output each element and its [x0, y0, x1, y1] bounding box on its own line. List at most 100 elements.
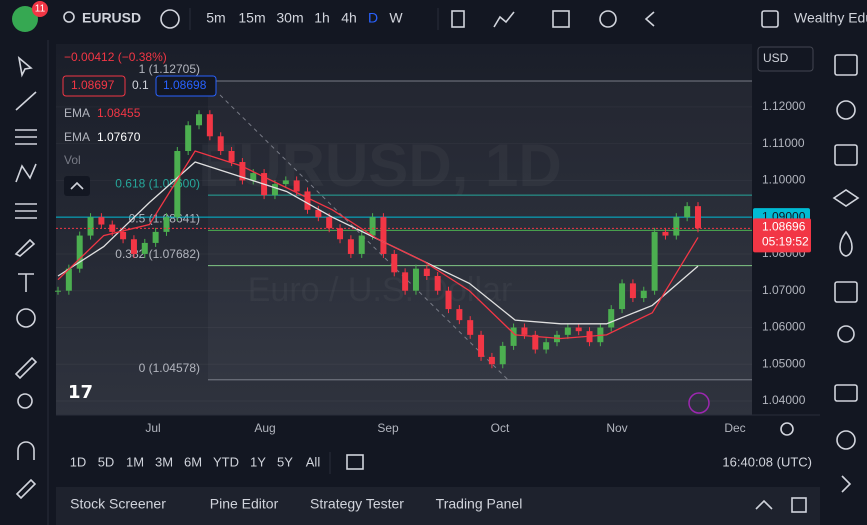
badge	[32, 1, 48, 17]
timeframe[interactable]: W	[389, 10, 403, 26]
range-button[interactable]: 3M	[155, 454, 173, 469]
watchlist[interactable]	[834, 54, 858, 76]
range-button[interactable]: 1M	[126, 454, 144, 469]
ask[interactable]: 1.08698	[163, 78, 207, 92]
candle	[55, 290, 61, 292]
price-tick-label: 1.12000	[762, 99, 806, 113]
emoji-tool[interactable]	[16, 308, 36, 328]
currency[interactable]: USD	[763, 51, 789, 65]
watermark-symbol: EURUSD, 1D	[198, 132, 561, 199]
month-label: Dec	[724, 421, 745, 435]
hotlist[interactable]	[839, 230, 853, 257]
candle	[673, 217, 680, 236]
buy-box[interactable]	[155, 75, 217, 97]
candle	[619, 283, 626, 310]
magnet-tool[interactable]	[17, 441, 35, 460]
expand[interactable]	[841, 475, 852, 493]
bottom-tab[interactable]: Pine Editor	[210, 496, 279, 512]
ruler-tool[interactable]	[14, 356, 38, 380]
alerts[interactable]	[836, 100, 856, 120]
timeframe[interactable]: D	[368, 10, 378, 26]
timeframe[interactable]: 5m	[206, 10, 225, 26]
brush-tool[interactable]	[14, 238, 36, 257]
account[interactable]: Wealthy Edu	[794, 10, 867, 26]
currency-box[interactable]	[757, 46, 814, 72]
range-button[interactable]: All	[306, 454, 321, 469]
month-label: Aug	[254, 421, 275, 435]
range-button[interactable]: 1Y	[250, 454, 266, 469]
add-symbol[interactable]	[160, 9, 180, 29]
timeframe[interactable]: 1h	[314, 10, 330, 26]
badge-count: 11	[35, 4, 46, 15]
fib-tool[interactable]	[15, 129, 37, 145]
sell-box[interactable]	[62, 75, 126, 97]
pattern-tool[interactable]	[15, 163, 37, 183]
logo[interactable]	[12, 6, 38, 32]
range-button[interactable]: 5D	[98, 454, 115, 469]
vol-label: Vol	[64, 153, 81, 167]
candle	[488, 356, 495, 365]
price-tick-label: 1.07000	[762, 283, 806, 297]
layout-toggle[interactable]	[761, 10, 779, 28]
fib-label: 1 (1.12705)	[139, 62, 200, 76]
maximize[interactable]	[791, 497, 807, 513]
candle	[499, 345, 506, 365]
candle-type[interactable]	[451, 10, 465, 28]
alert[interactable]	[599, 10, 617, 28]
help[interactable]	[836, 430, 856, 450]
ema-label: EMA	[64, 130, 90, 144]
forecast-tool[interactable]	[15, 203, 37, 219]
change: −0.00412 (−0.38%)	[64, 50, 167, 64]
candle	[651, 231, 658, 291]
clock: 16:40:08 (UTC)	[722, 454, 812, 469]
range-button[interactable]: 6M	[184, 454, 202, 469]
candle	[423, 268, 430, 277]
candle	[185, 125, 192, 151]
timeframe[interactable]: 15m	[238, 10, 265, 26]
range-button[interactable]: 1D	[70, 454, 87, 469]
text-tool[interactable]	[18, 273, 34, 292]
collapse-legend[interactable]	[64, 176, 90, 196]
lock-tool[interactable]	[15, 478, 37, 500]
chat[interactable]	[834, 384, 858, 402]
layers[interactable]	[832, 189, 860, 207]
timeframe[interactable]: 30m	[276, 10, 303, 26]
candle	[402, 272, 409, 291]
bottom-tab[interactable]: Trading Panel	[436, 496, 523, 512]
date-range[interactable]	[346, 454, 364, 470]
range-bar	[56, 443, 820, 483]
candle	[120, 231, 127, 240]
watermark: EURUSD, 1D Euro / U.S. Dollar	[198, 132, 561, 309]
search-icon[interactable]	[63, 11, 75, 23]
plot: 1 (1.12705)0.618 (1.09600)0.5 (1.08641)0…	[55, 62, 752, 402]
fib-label: 0 (1.04578)	[139, 361, 200, 375]
fib-label: 0.618 (1.09600)	[115, 176, 200, 190]
candle	[391, 253, 398, 273]
calendar[interactable]	[834, 281, 858, 303]
price-tick-label: 1.10000	[762, 173, 806, 187]
range-button[interactable]: 5Y	[277, 454, 293, 469]
events[interactable]	[688, 392, 710, 414]
timeframe[interactable]: 4h	[341, 10, 357, 26]
panel-toggle[interactable]	[755, 499, 773, 510]
indicators[interactable]	[493, 11, 515, 28]
cursor-tool[interactable]	[17, 55, 33, 78]
symbol[interactable]: EURUSD	[82, 10, 141, 26]
templates[interactable]	[552, 10, 570, 28]
bottom-tab[interactable]: Stock Screener	[70, 496, 166, 512]
price-tick-label: 1.06000	[762, 320, 806, 334]
ideas[interactable]	[837, 325, 855, 343]
candle	[412, 268, 419, 291]
last-tag-label: 1.08696	[762, 220, 806, 234]
trend-line-tool[interactable]	[15, 91, 37, 111]
candle	[174, 150, 181, 218]
candle	[347, 239, 354, 254]
bottom-tab[interactable]: Strategy Tester	[310, 496, 404, 512]
zoom-tool[interactable]	[17, 393, 33, 409]
data-window[interactable]	[834, 144, 858, 166]
range-button[interactable]: YTD	[213, 454, 239, 469]
settings[interactable]	[780, 422, 794, 436]
candle	[76, 235, 83, 269]
bid[interactable]: 1.08697	[71, 78, 115, 92]
replay[interactable]	[644, 11, 655, 27]
